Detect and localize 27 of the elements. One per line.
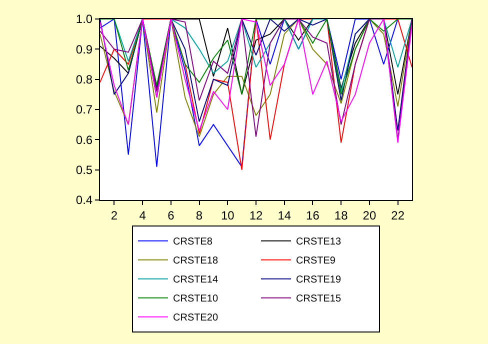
x-tick-label: 22: [391, 208, 405, 222]
legend-label: CRSTE18: [173, 256, 218, 267]
x-tick-label: 8: [196, 208, 203, 222]
y-tick-label: 0.7: [76, 102, 93, 117]
y-tick-label: 0.6: [76, 132, 93, 147]
legend-label: CRSTE9: [296, 256, 336, 267]
legend-label: CRSTE14: [173, 274, 218, 286]
x-tick-label: 4: [139, 208, 146, 222]
y-tick-label: 0.9: [76, 42, 93, 56]
x-tick-label: 12: [249, 208, 263, 222]
y-tick-label: 0.5: [76, 163, 93, 178]
y-tick-label: 0.4: [76, 193, 93, 208]
x-tick-label: 10: [220, 208, 235, 222]
legend-label: CRSTE10: [173, 294, 218, 305]
x-tick-label: 6: [168, 208, 175, 222]
y-tick-label: 0.8: [76, 72, 93, 87]
x-tick-label: 2: [110, 208, 118, 222]
y-tick-label: 1.0: [76, 12, 93, 26]
legend-label: CRSTE13: [296, 236, 342, 248]
x-tick-label: 14: [278, 208, 292, 222]
legend-label: CRSTE8: [173, 236, 213, 248]
legend-label: CRSTE15: [296, 294, 342, 305]
x-tick-label: 18: [334, 208, 348, 222]
legend-label: CRSTE20: [173, 312, 218, 324]
x-tick-label: 20: [362, 208, 376, 222]
x-tick-label: 16: [306, 208, 320, 222]
legend-label: CRSTE19: [296, 274, 342, 286]
